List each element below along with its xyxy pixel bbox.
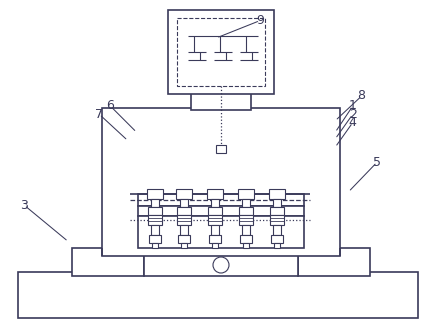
- Text: 6: 6: [106, 99, 114, 113]
- Bar: [138, 216, 304, 248]
- Text: 8: 8: [358, 89, 366, 103]
- Bar: [176, 189, 192, 199]
- Bar: [239, 215, 253, 225]
- Bar: [191, 92, 251, 110]
- Text: 3: 3: [20, 199, 28, 212]
- Bar: [270, 215, 284, 225]
- Bar: [168, 10, 274, 94]
- Bar: [147, 189, 163, 199]
- Bar: [240, 235, 252, 243]
- Bar: [211, 199, 219, 207]
- Bar: [138, 206, 304, 216]
- Bar: [239, 207, 253, 215]
- Bar: [216, 145, 226, 153]
- Bar: [177, 207, 191, 215]
- Text: 7: 7: [95, 108, 103, 121]
- Bar: [238, 189, 254, 199]
- Bar: [207, 189, 223, 199]
- Text: 9: 9: [256, 14, 264, 27]
- Bar: [178, 235, 190, 243]
- Bar: [148, 207, 162, 215]
- Bar: [209, 235, 221, 243]
- Text: 5: 5: [373, 156, 381, 169]
- Bar: [242, 225, 250, 235]
- Bar: [208, 207, 222, 215]
- Bar: [212, 243, 218, 248]
- Bar: [151, 199, 159, 207]
- Bar: [273, 225, 281, 235]
- Bar: [273, 199, 281, 207]
- Bar: [102, 108, 340, 256]
- Bar: [72, 248, 144, 276]
- Bar: [151, 225, 159, 235]
- Bar: [138, 194, 304, 206]
- Bar: [270, 207, 284, 215]
- Bar: [274, 243, 280, 248]
- Bar: [144, 255, 298, 276]
- Bar: [149, 235, 161, 243]
- Text: 4: 4: [349, 116, 357, 129]
- Bar: [243, 243, 249, 248]
- Bar: [181, 243, 187, 248]
- Bar: [242, 199, 250, 207]
- Bar: [180, 199, 188, 207]
- Bar: [177, 18, 265, 86]
- Bar: [208, 215, 222, 225]
- Bar: [271, 235, 283, 243]
- Bar: [269, 189, 285, 199]
- Bar: [148, 215, 162, 225]
- Bar: [211, 225, 219, 235]
- Bar: [177, 215, 191, 225]
- Text: 2: 2: [349, 108, 357, 121]
- Bar: [298, 248, 370, 276]
- Text: 1: 1: [349, 99, 357, 113]
- Bar: [180, 225, 188, 235]
- Bar: [18, 272, 418, 318]
- Bar: [152, 243, 158, 248]
